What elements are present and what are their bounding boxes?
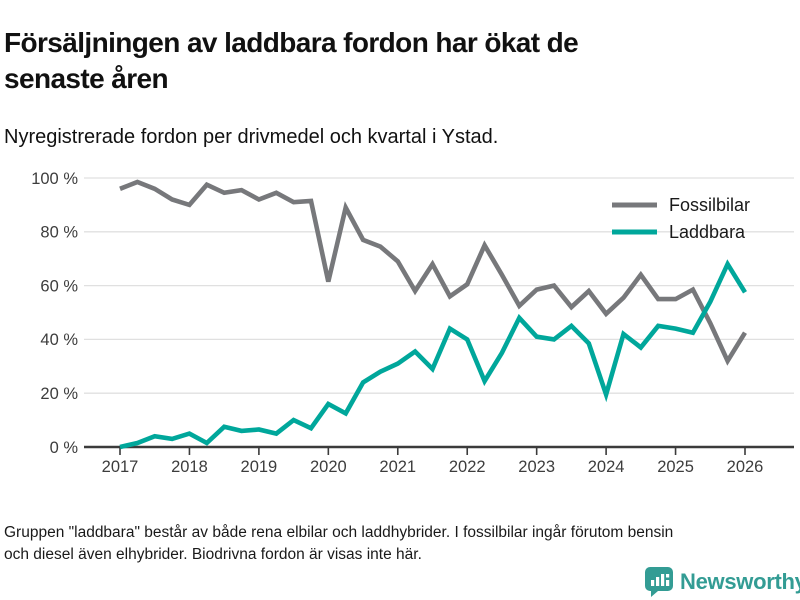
page-title: Försäljningen av laddbara fordon har öka… — [4, 25, 774, 98]
fossilbilar-line — [119, 179, 747, 366]
y-tick-label: 20 % — [40, 385, 78, 403]
footnote-line-1: Gruppen "laddbara" består av både rena e… — [4, 524, 674, 541]
y-tick-label: 60 % — [40, 277, 78, 295]
x-tick-label: 2019 — [241, 458, 278, 476]
newsworthy-logo-text: Newsworthy — [680, 569, 800, 594]
gridlines — [84, 177, 794, 394]
y-tick-label: 0 % — [50, 439, 79, 457]
x-tick-label: 2020 — [310, 458, 347, 476]
y-tick-label: 100 % — [31, 170, 78, 188]
x-tick-label: 2017 — [102, 458, 139, 476]
footnote-line-2: och diesel även elhybrider. Biodrivna fo… — [4, 545, 422, 563]
x-tick-label: 2024 — [588, 458, 625, 476]
chart-canvas: 0 % 20 % 40 % 60 % 80 % 100 % 2017 2018 2019 2020… — [31, 170, 794, 476]
x-axis-labels: 2017 2018 2019 2020 2021 2022 2023 2024 2025 2026 — [102, 458, 764, 476]
x-tick-label: 2018 — [171, 458, 208, 476]
title-line-1: Försäljningen av laddbara fordon har öka… — [4, 26, 579, 58]
legend-label-laddbara: Laddbara — [669, 222, 746, 242]
x-tick-label: 2022 — [449, 458, 486, 476]
legend: Fossilbilar Laddbara — [612, 195, 750, 242]
x-axis-ticks — [119, 448, 746, 455]
x-tick-label: 2023 — [518, 458, 555, 476]
chart-subtitle: Nyregistrerade fordon per drivmedel och … — [4, 126, 499, 148]
y-tick-label: 80 % — [40, 224, 78, 242]
y-axis-labels: 0 % 20 % 40 % 60 % 80 % 100 % — [31, 170, 78, 457]
newsworthy-logo-icon — [645, 567, 673, 597]
laddbara-line — [119, 259, 747, 450]
y-tick-label: 40 % — [40, 331, 78, 349]
legend-label-fossilbilar: Fossilbilar — [669, 195, 750, 215]
x-tick-label: 2021 — [379, 458, 416, 476]
x-tick-label: 2025 — [657, 458, 694, 476]
footnote: Gruppen "laddbara" består av både rena e… — [4, 522, 789, 565]
newsworthy-logo: Newsworthy — [645, 567, 800, 597]
line-chart: 0 % 20 % 40 % 60 % 80 % 100 % 2017 2018 2019 2020… — [0, 165, 800, 477]
x-tick-label: 2026 — [727, 458, 764, 476]
title-line-2: senaste åren — [4, 63, 169, 95]
